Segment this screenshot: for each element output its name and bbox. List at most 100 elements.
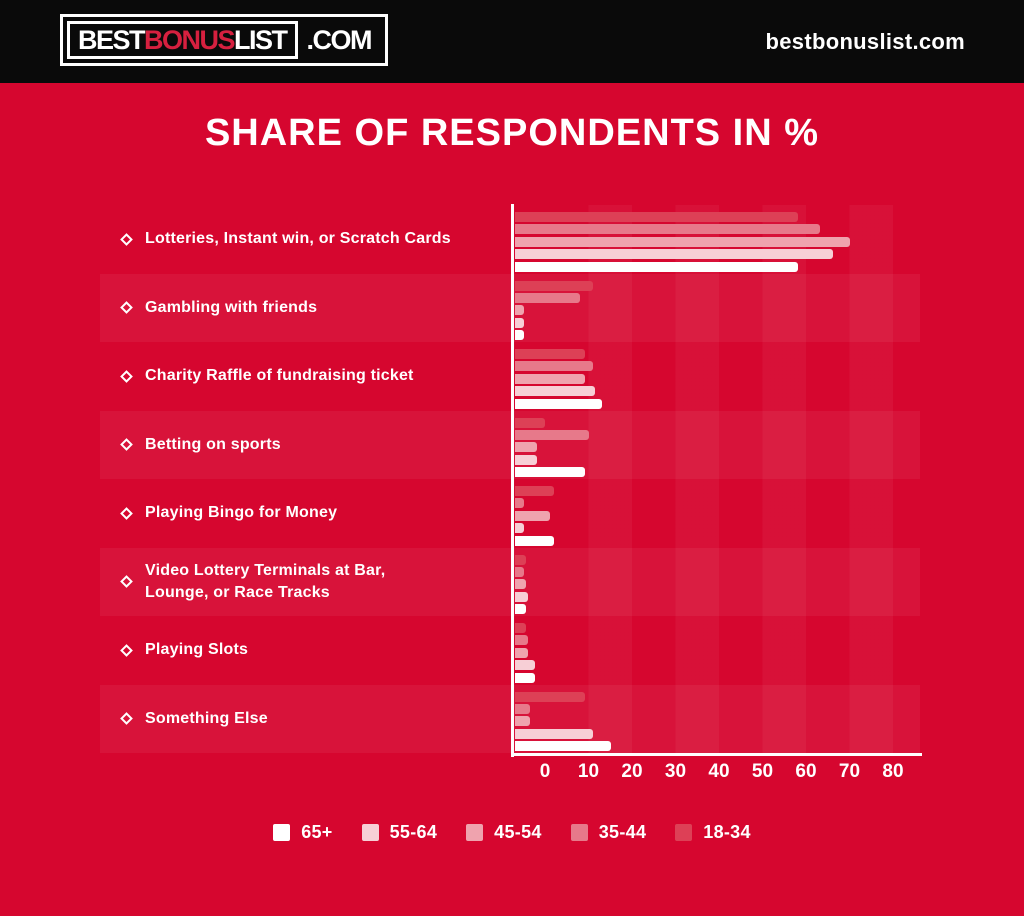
category-label-text: Lotteries, Instant win, or Scratch Cards — [145, 230, 451, 248]
row-band — [100, 547, 920, 616]
bar-65+ — [515, 398, 602, 409]
bar-45-54 — [515, 716, 531, 727]
bar-35-44 — [515, 566, 524, 577]
category-label: Something Else — [120, 685, 485, 754]
site-url-text: bestbonuslist.com — [765, 28, 965, 54]
bar-18-34 — [515, 280, 594, 291]
category-label-text: Gambling with friends — [145, 298, 318, 316]
category-label-text: Video Lottery Terminals at Bar, Lounge, … — [145, 562, 386, 601]
logo-text-com: .COM — [306, 24, 373, 55]
legend-item-18-34: 18-34 — [675, 822, 751, 843]
category-label: Lotteries, Instant win, or Scratch Cards — [120, 205, 485, 274]
bar-35-44 — [515, 703, 531, 714]
bar-55-64 — [515, 591, 529, 602]
bar-55-64 — [515, 317, 524, 328]
chart-title: SHARE OF RESPONDENTS IN % — [204, 112, 820, 154]
grid-stripes — [545, 205, 920, 753]
diamond-bullet-icon — [120, 369, 133, 383]
y-axis-line — [511, 204, 514, 757]
bar-45-54 — [515, 647, 529, 658]
bar-65+ — [515, 467, 585, 478]
bar-55-64 — [515, 386, 596, 397]
x-tick-label: 40 — [708, 761, 730, 782]
legend-swatch-icon — [361, 824, 379, 841]
bar-18-34 — [515, 417, 546, 428]
diamond-bullet-icon — [120, 506, 133, 520]
logo-text-best: BEST — [78, 24, 146, 55]
legend-swatch-icon — [675, 824, 693, 841]
bar-18-34 — [515, 349, 585, 359]
diamond-bullet-icon — [120, 438, 133, 452]
bar-18-34 — [515, 212, 798, 222]
bar-65+ — [515, 741, 611, 752]
x-tick-label: 0 — [539, 761, 551, 782]
bar-65+ — [515, 261, 798, 272]
legend-swatch-icon — [466, 824, 484, 841]
category-label: Playing Slots — [120, 616, 485, 685]
legend-swatch-icon — [273, 824, 291, 841]
x-axis-line — [511, 753, 922, 756]
category-label: Betting on sports — [120, 411, 485, 480]
diamond-bullet-icon — [120, 301, 133, 315]
bar-45-54 — [515, 579, 526, 590]
diamond-bullet-icon — [120, 712, 133, 726]
bar-35-44 — [515, 224, 820, 235]
brand-logo: BEST BONUS LIST .COM — [60, 14, 389, 66]
legend-label: 55-64 — [389, 822, 438, 842]
legend-label: 18-34 — [703, 822, 751, 842]
bar-65+ — [515, 535, 555, 546]
legend-item-45-54: 45-54 — [466, 822, 542, 843]
category-label: Playing Bingo for Money — [120, 479, 485, 548]
bar-18-34 — [515, 623, 526, 633]
bar-35-44 — [515, 635, 529, 646]
bar-65+ — [515, 672, 535, 683]
bar-55-64 — [515, 728, 594, 739]
category-label-text: Charity Raffle of fundraising ticket — [145, 367, 414, 385]
bar-35-44 — [515, 292, 581, 303]
legend-label: 45-54 — [494, 822, 542, 842]
bar-35-44 — [515, 429, 589, 440]
bar-35-44 — [515, 498, 524, 509]
row-band — [100, 684, 920, 753]
category-label-text: Betting on sports — [145, 435, 281, 453]
bar-18-34 — [515, 486, 555, 496]
category-label: Video Lottery Terminals at Bar, Lounge, … — [120, 548, 485, 617]
legend-label: 35-44 — [598, 822, 647, 842]
bar-45-54 — [515, 510, 550, 521]
logo-text-list: LIST — [234, 24, 288, 55]
legend-item-65+: 65+ — [273, 822, 332, 843]
diamond-bullet-icon — [120, 575, 133, 589]
legend-item-35-44: 35-44 — [570, 822, 647, 843]
bar-55-64 — [515, 660, 535, 671]
bar-55-64 — [515, 249, 833, 260]
chart-legend: 65+ 55-64 45-54 35-44 18-34 — [0, 822, 1024, 843]
bar-45-54 — [515, 373, 585, 384]
bar-18-34 — [515, 691, 585, 702]
bar-18-34 — [515, 554, 526, 565]
category-label-text: Playing Bingo for Money — [145, 504, 338, 522]
x-tick-label: 50 — [751, 761, 774, 782]
x-tick-label: 60 — [795, 761, 817, 782]
diamond-bullet-icon — [120, 232, 133, 246]
bar-45-54 — [515, 305, 524, 316]
x-tick-label: 20 — [621, 761, 643, 782]
bar-55-64 — [515, 454, 537, 465]
x-tick-label: 10 — [577, 761, 600, 782]
brand-logo-wordmark: BEST BONUS LIST — [67, 21, 298, 59]
diamond-bullet-icon — [120, 643, 133, 657]
row-band — [100, 410, 920, 479]
legend-item-55-64: 55-64 — [361, 822, 438, 843]
legend-label: 65+ — [301, 822, 333, 842]
bar-35-44 — [515, 361, 594, 372]
bar-65+ — [515, 330, 524, 341]
category-label-text: Playing Slots — [145, 641, 249, 659]
bar-45-54 — [515, 236, 850, 247]
x-tick-label: 70 — [838, 761, 861, 782]
x-tick-label: 80 — [882, 761, 904, 782]
bar-55-64 — [515, 523, 524, 534]
logo-text-bonus: BONUS — [144, 24, 236, 55]
category-label-text: Something Else — [145, 709, 268, 727]
category-label: Gambling with friends — [120, 274, 485, 343]
